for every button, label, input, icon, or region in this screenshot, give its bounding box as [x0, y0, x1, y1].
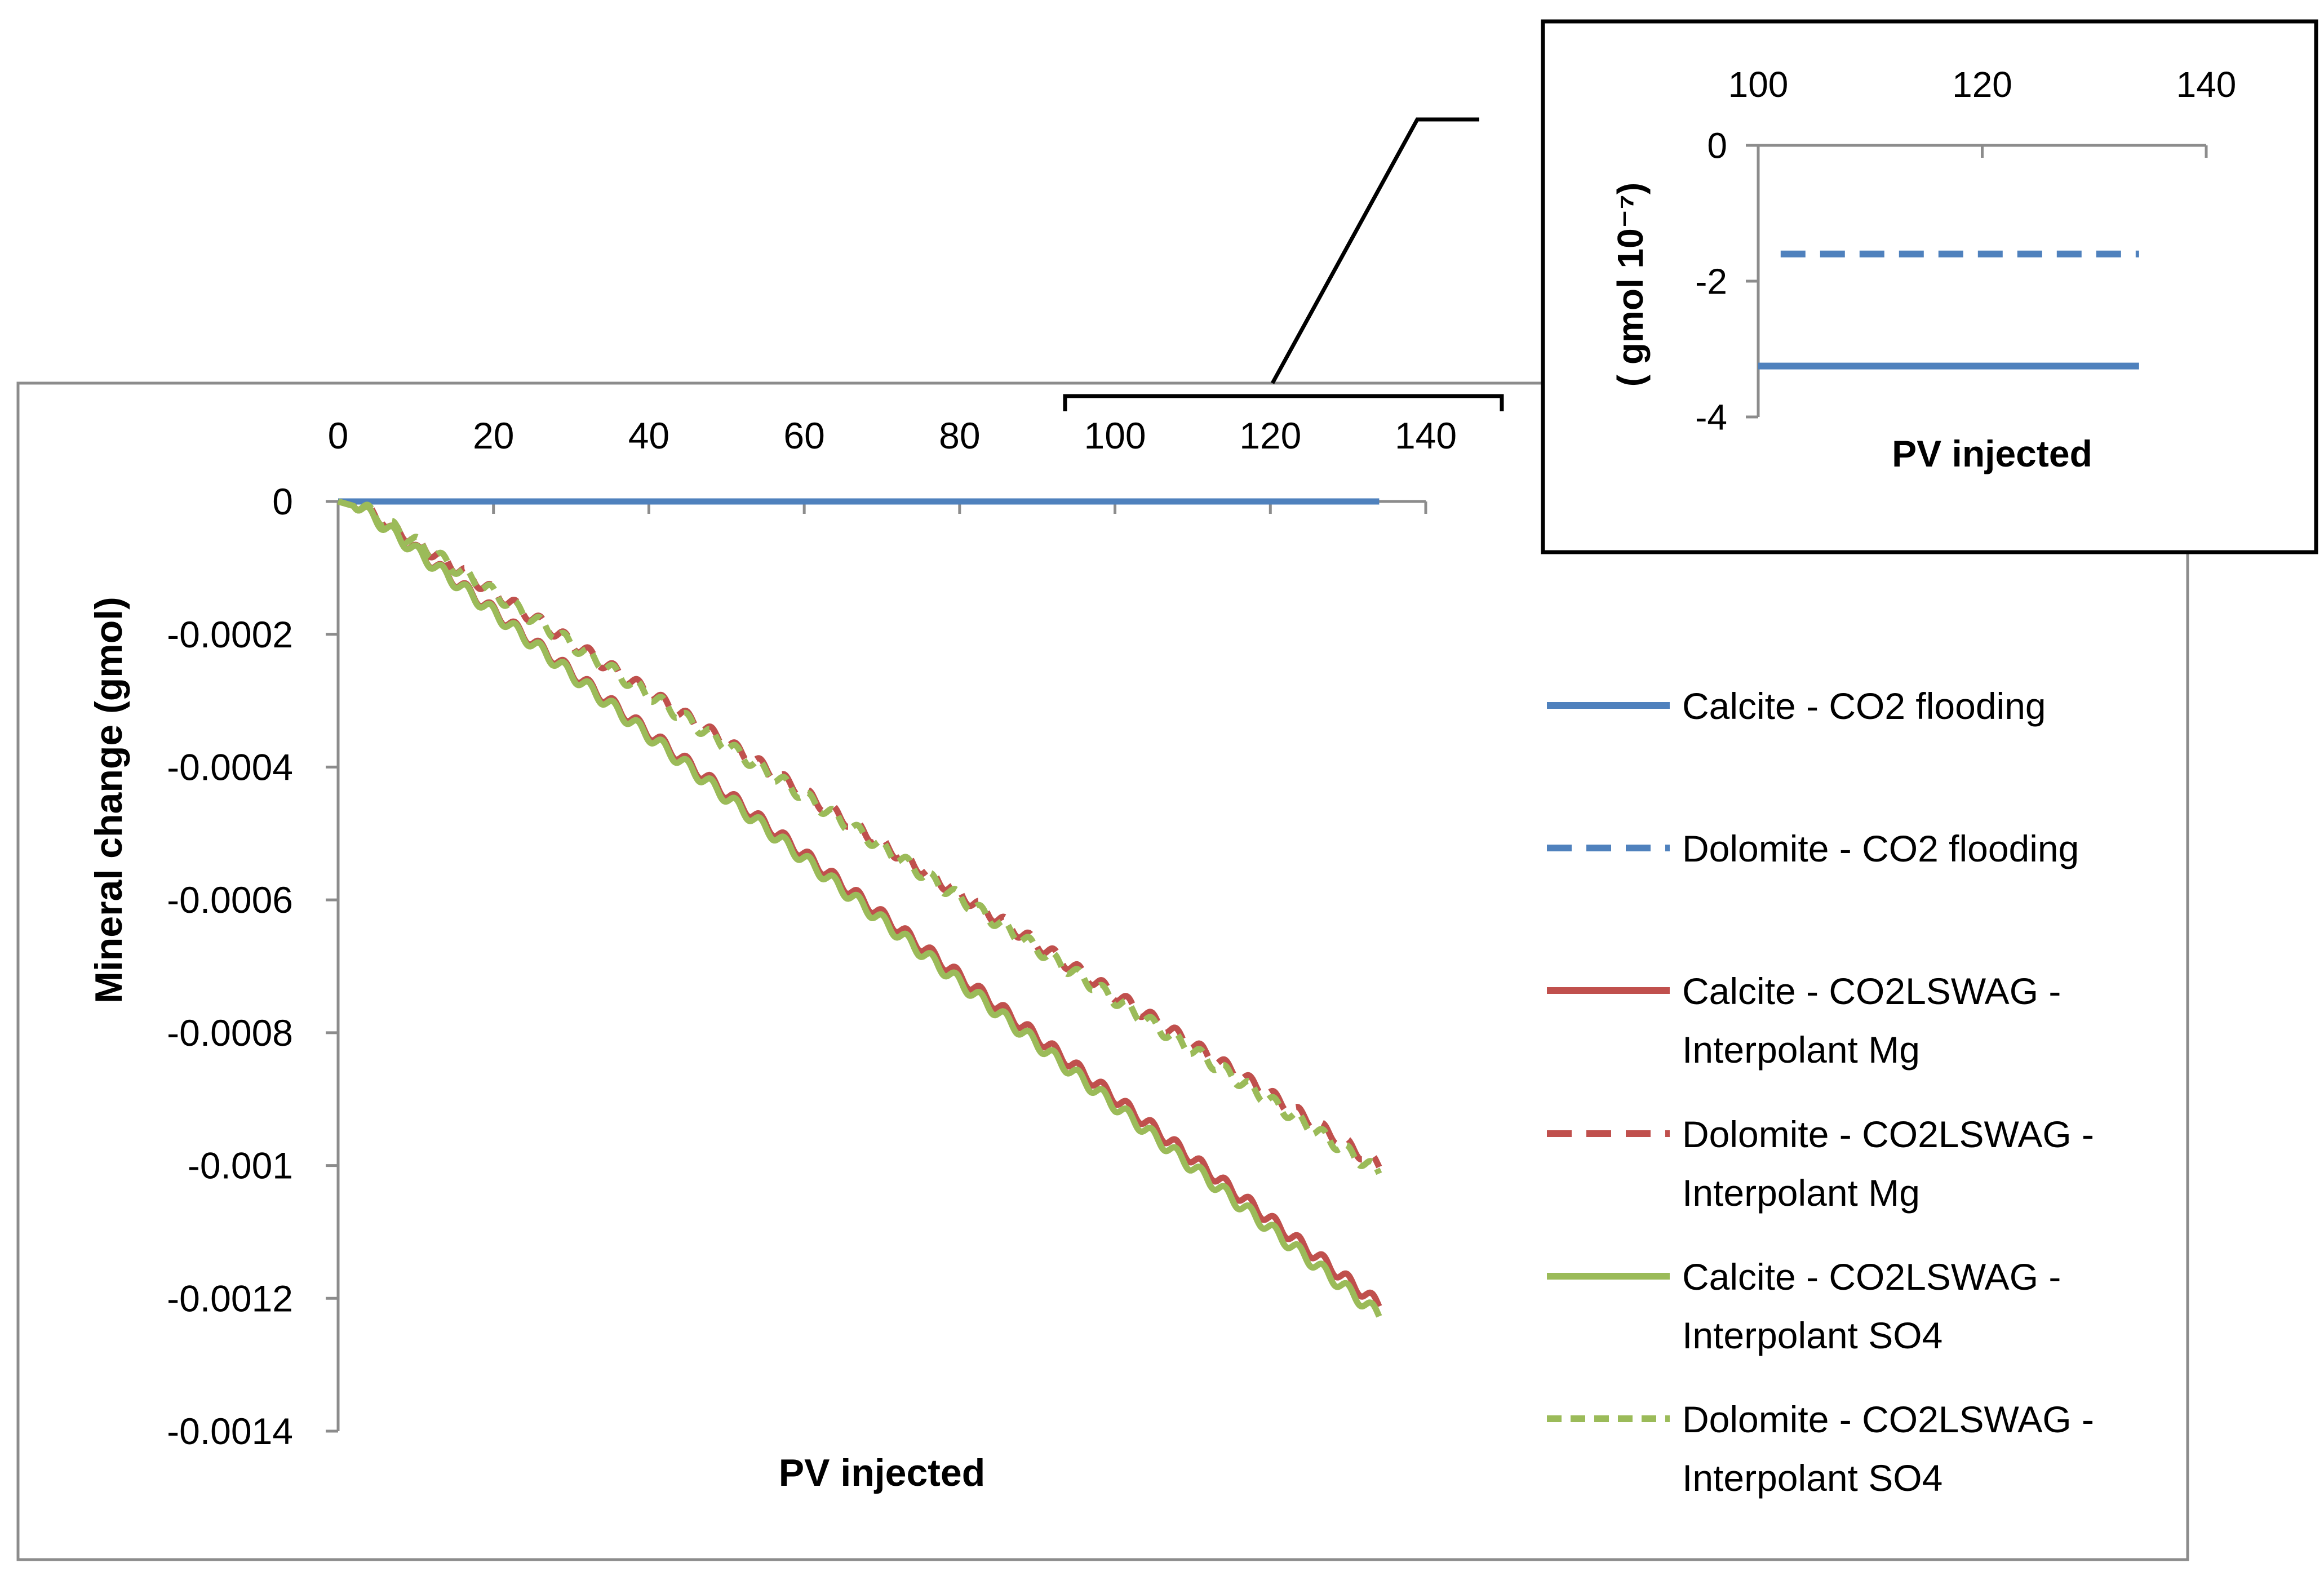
main-series-line-4: [337, 498, 1382, 1318]
callout-leader-line: [1270, 117, 1479, 384]
inset-chart: 100 120 140 0 -2 -4 PV injected ( gmol 10⁻⁷): [1610, 64, 2236, 474]
main-series: [337, 498, 1382, 1318]
legend-label-4: Interpolant SO4: [1682, 1315, 1942, 1356]
main-x-tick-label: 20: [473, 415, 514, 456]
main-x-tick-label: 100: [1084, 415, 1146, 456]
main-x-tick-label: 60: [783, 415, 824, 456]
legend-label-4: Calcite - CO2LSWAG -: [1682, 1256, 2061, 1298]
legend-label-3: Dolomite - CO2LSWAG -: [1682, 1113, 2094, 1155]
legend-label-1: Dolomite - CO2 flooding: [1682, 828, 2079, 869]
main-y-tick-label: -0.0006: [167, 879, 293, 921]
inset-tick-labels: 100 120 140 0 -2 -4: [1695, 64, 2236, 437]
legend-label-5: Dolomite - CO2LSWAG -: [1682, 1398, 2094, 1440]
main-series-line-5: [337, 498, 1382, 1175]
inset-y-tick-label: -4: [1695, 397, 1727, 437]
inset-y-tick-label: 0: [1707, 125, 1727, 166]
main-y-tick-label: -0.0004: [167, 747, 293, 788]
legend-label-3: Interpolant Mg: [1682, 1172, 1920, 1214]
main-x-tick-label: 140: [1395, 415, 1457, 456]
main-series-line-3: [337, 498, 1382, 1169]
legend-label-0: Calcite - CO2 flooding: [1682, 685, 2046, 727]
inset-chart-frame: [1541, 19, 2318, 554]
legend-label-2: Interpolant Mg: [1682, 1029, 1920, 1071]
inset-x-axis-label: PV injected: [1892, 433, 2092, 474]
main-y-axis-label: Mineral change (gmol): [87, 597, 130, 1003]
inset-x-tick-label: 140: [2176, 64, 2237, 105]
main-y-tick-label: 0: [272, 481, 293, 522]
main-tick-labels: 0 20 40 60 80 100 120 140 0 -0.0002 -0.0004 -0.0006…: [167, 415, 1457, 1452]
main-x-tick-label: 0: [328, 415, 349, 456]
legend-label-5: Interpolant SO4: [1682, 1457, 1942, 1499]
main-y-tick-label: -0.0012: [167, 1277, 293, 1319]
inset-axes: [1746, 144, 2208, 419]
main-chart: 0 20 40 60 80 100 120 140 0 -0.0002 -0.0004 -0.0006…: [87, 415, 2094, 1499]
legend: Calcite - CO2 flooding Dolomite - CO2 flo…: [1547, 685, 2094, 1499]
main-y-tick-label: -0.0014: [167, 1410, 293, 1452]
main-x-tick-label: 80: [939, 415, 980, 456]
main-x-axis-label: PV injected: [779, 1451, 986, 1494]
inset-x-tick-label: 100: [1728, 64, 1789, 105]
main-y-tick-label: -0.0002: [167, 614, 293, 655]
inset-series: [1758, 250, 2139, 370]
inset-x-tick-label: 120: [1952, 64, 2012, 105]
main-chart-frame: [16, 381, 2189, 1561]
main-y-tick-label: -0.001: [188, 1145, 293, 1187]
main-y-tick-label: -0.0008: [167, 1012, 293, 1054]
zoom-bracket: [1063, 394, 1504, 411]
main-x-tick-label: 40: [628, 415, 669, 456]
main-x-tick-label: 120: [1239, 415, 1301, 456]
inset-y-axis-label: ( gmol 10⁻⁷): [1610, 183, 1651, 387]
inset-y-tick-label: -2: [1695, 261, 1727, 301]
legend-label-2: Calcite - CO2LSWAG -: [1682, 970, 2061, 1012]
